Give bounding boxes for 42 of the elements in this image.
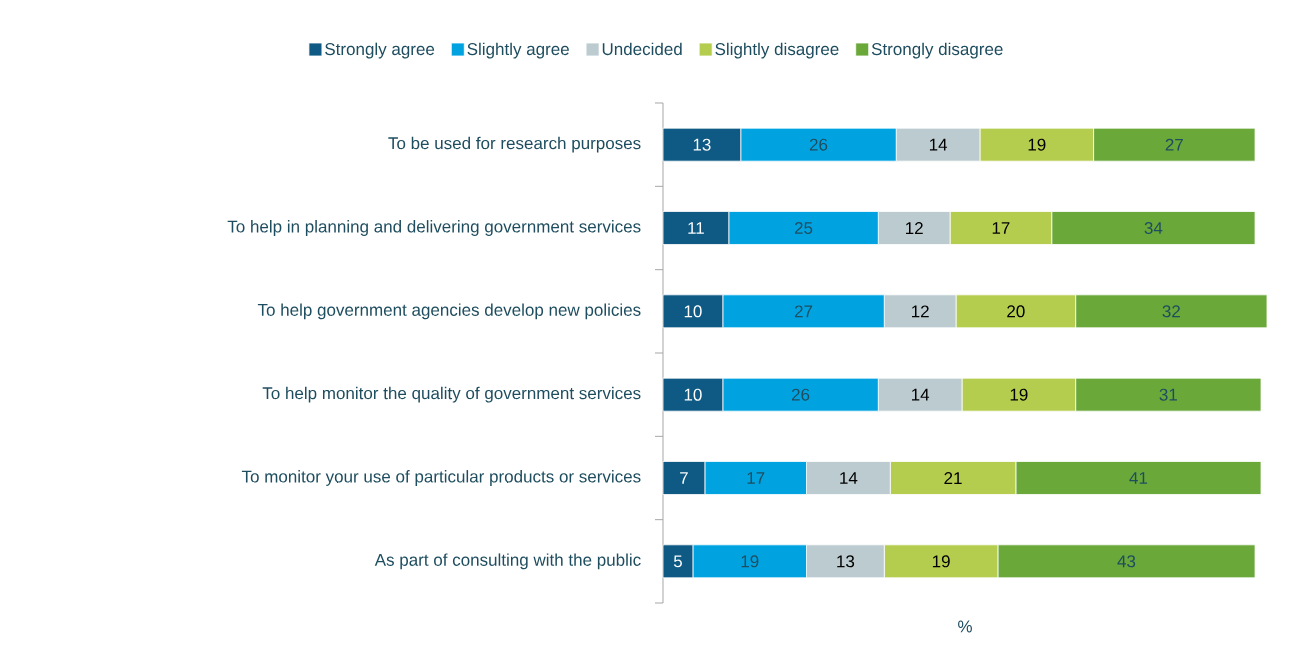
data-label: 14 — [912, 388, 930, 401]
data-label: 31 — [1159, 388, 1177, 401]
data-label: 19 — [932, 555, 950, 568]
data-label: 26 — [791, 388, 810, 401]
data-label: 10 — [684, 388, 702, 401]
data-label: 13 — [693, 138, 711, 151]
y-tick-label: To help in planning and delivering government services — [227, 220, 641, 236]
legend-label: Undecided — [602, 42, 682, 56]
data-label: 12 — [906, 222, 923, 234]
data-label: 19 — [741, 555, 759, 568]
data-label: 7 — [680, 472, 688, 484]
y-tick-label: To help monitor the quality of government services — [262, 386, 641, 403]
data-label: 43 — [1117, 555, 1136, 568]
data-label: 19 — [1010, 388, 1028, 401]
data-label: 27 — [794, 305, 813, 318]
data-label: 34 — [1144, 221, 1163, 235]
data-label: 5 — [673, 555, 682, 568]
x-axis-title: % — [958, 620, 972, 633]
data-label: 14 — [929, 138, 948, 151]
legend-label: Strongly disagree — [871, 42, 1003, 59]
legend-label: Slightly agree — [467, 42, 569, 59]
data-label: 13 — [837, 555, 855, 568]
legend-label: Slightly disagree — [715, 42, 839, 59]
y-tick-label: As part of consulting with the public — [374, 553, 641, 570]
data-label: 21 — [944, 472, 962, 484]
data-label: 20 — [1007, 305, 1025, 318]
data-label: 41 — [1129, 472, 1148, 484]
data-label: 10 — [684, 305, 702, 318]
data-label: 19 — [1028, 138, 1046, 151]
data-label: 11 — [688, 222, 704, 234]
data-label: 27 — [1165, 138, 1183, 151]
data-label: 32 — [1162, 305, 1180, 318]
data-label: 14 — [840, 472, 858, 484]
legend-label: Strongly agree — [325, 42, 435, 59]
data-label: 25 — [794, 221, 813, 235]
y-tick-label: To help government agencies develop new policies — [257, 303, 641, 320]
data-label: 12 — [912, 305, 929, 318]
data-label: 26 — [809, 138, 828, 151]
y-tick-label: To be used for research purposes — [388, 136, 641, 153]
data-label: 17 — [992, 222, 1010, 234]
data-label: 17 — [747, 472, 765, 484]
y-tick-label: To monitor your use of particular products or services — [241, 470, 641, 486]
